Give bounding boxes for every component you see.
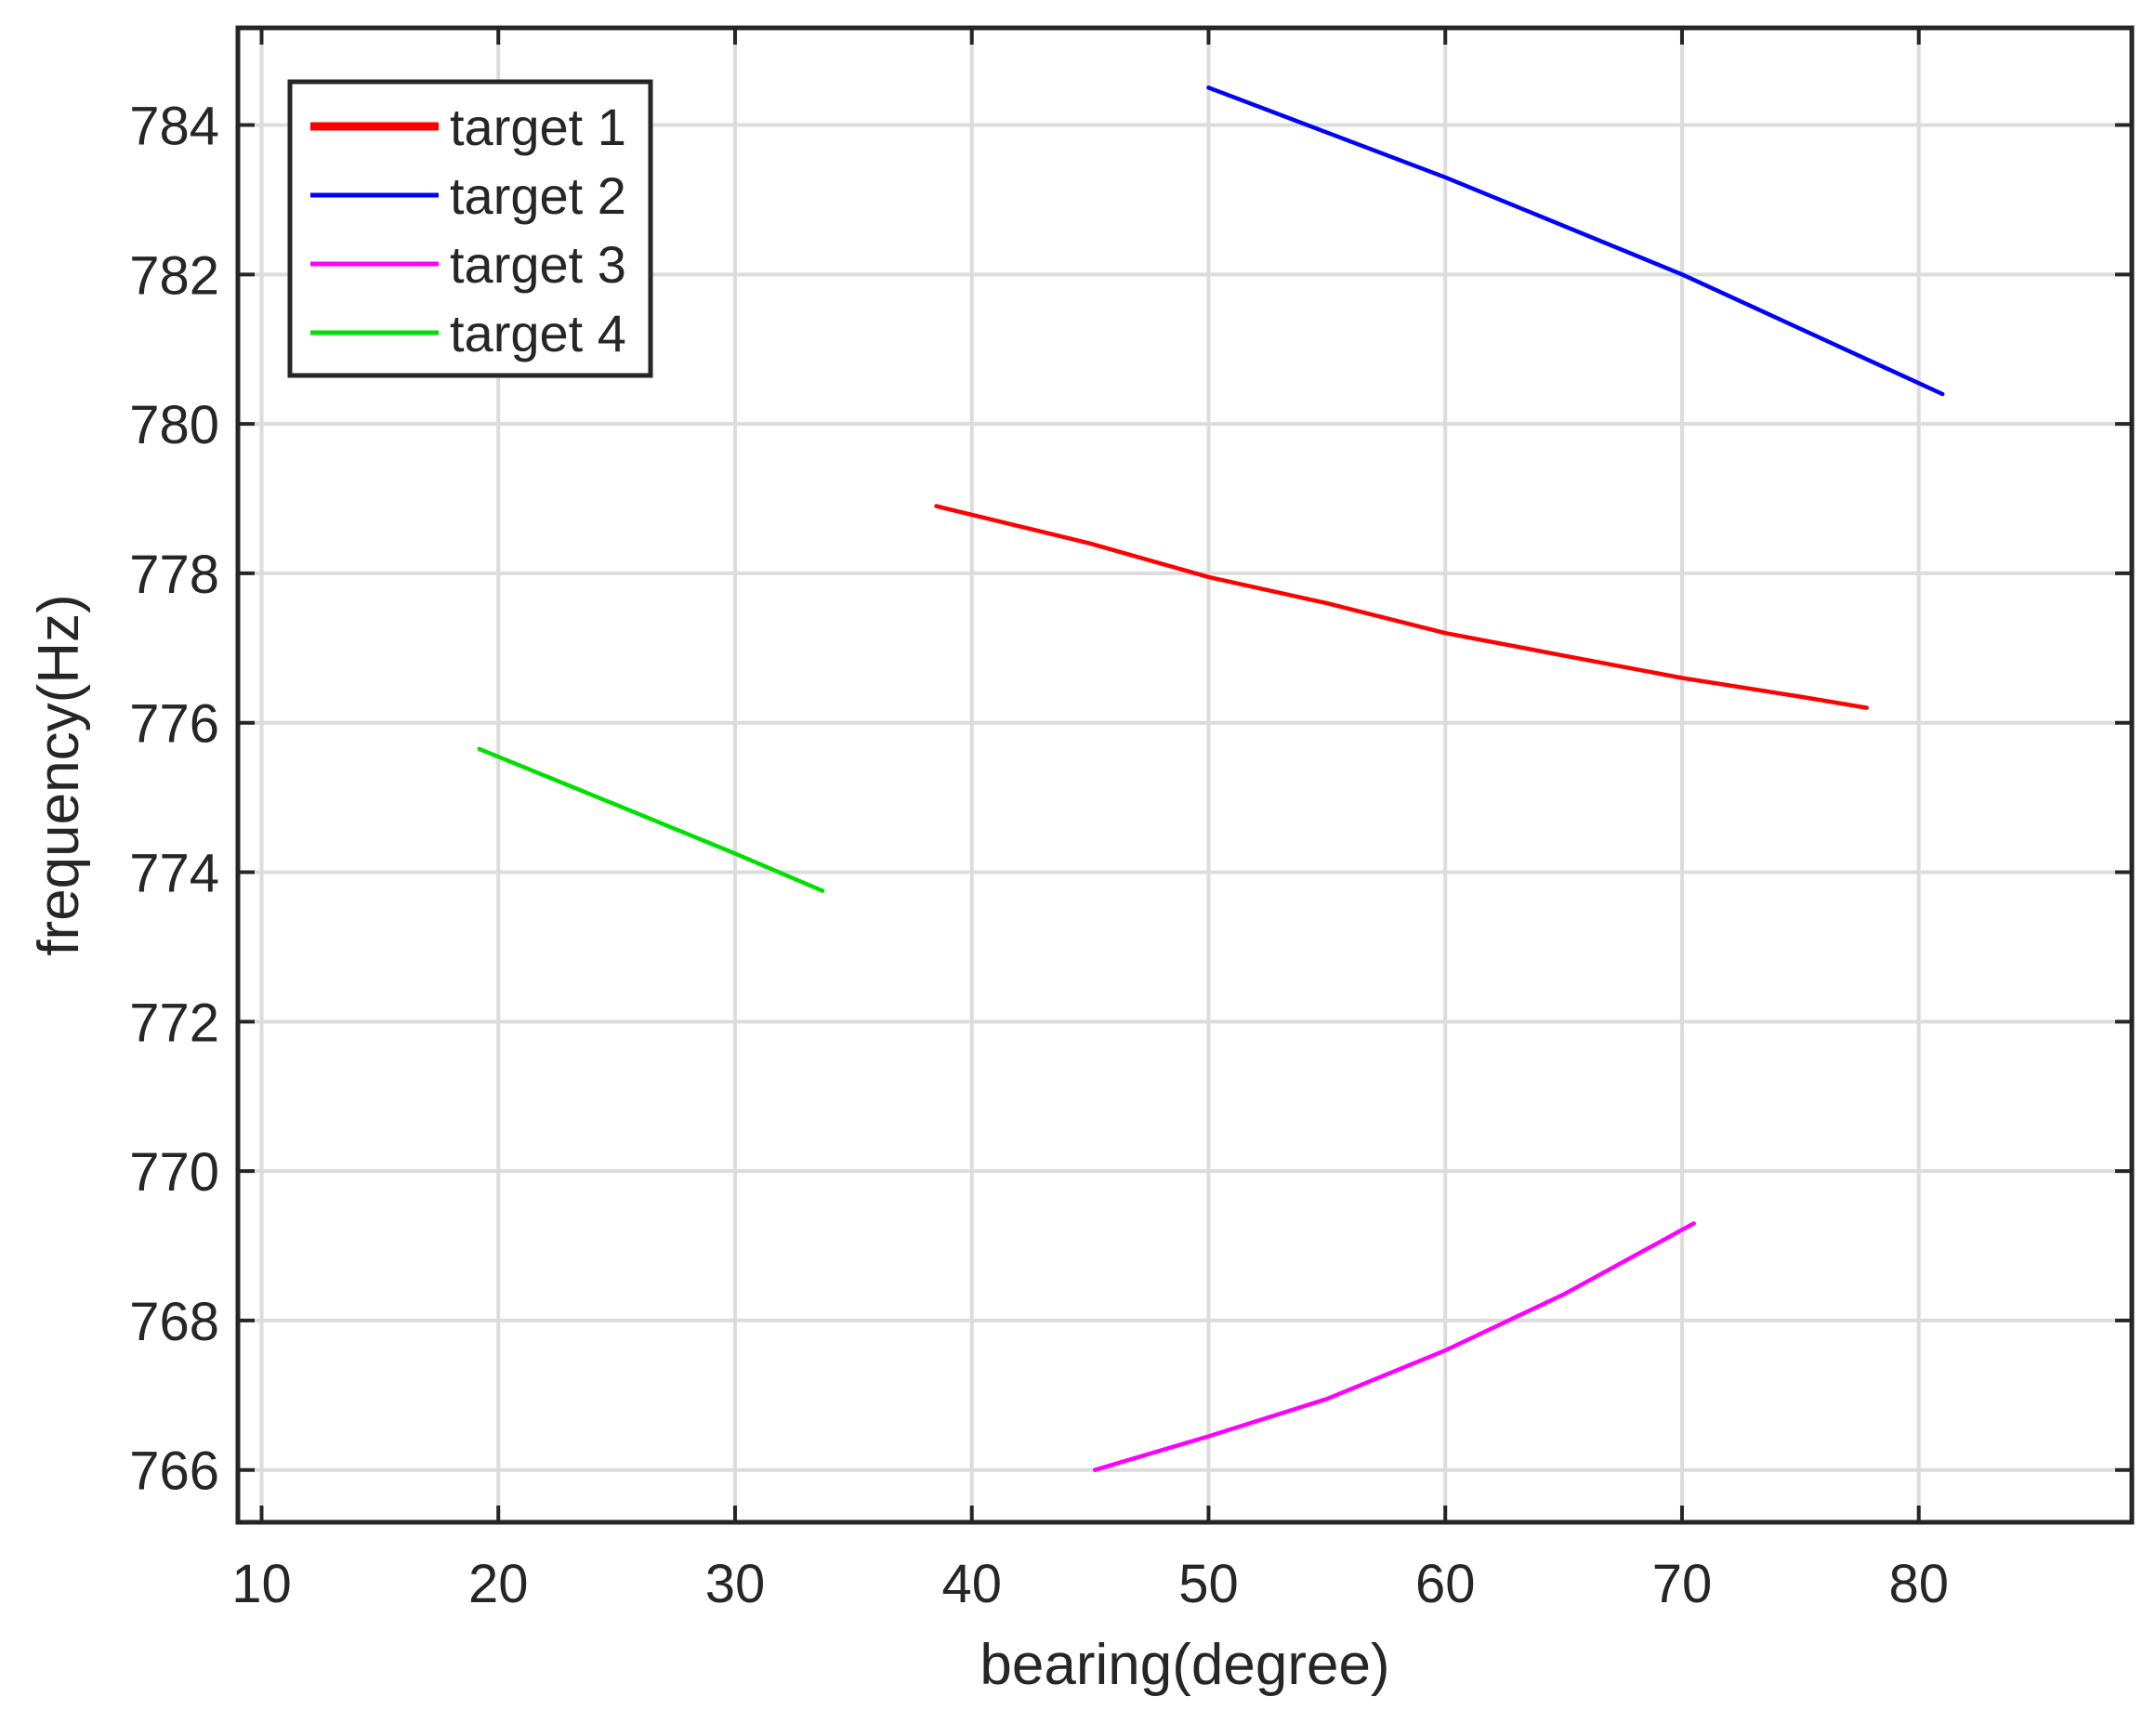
x-tick-label: 80 (1888, 1554, 1949, 1614)
x-tick-label: 10 (231, 1554, 292, 1614)
legend-box (287, 79, 653, 378)
x-axis-label: bearing(degree) (979, 1633, 1389, 1697)
x-tick-label: 40 (941, 1554, 1002, 1614)
series-line-target-4 (477, 746, 825, 893)
series-line-target-2 (1206, 86, 1945, 397)
series-line-target-3 (1092, 1221, 1696, 1472)
x-tick-label: 50 (1178, 1554, 1239, 1614)
y-tick-label: 772 (129, 993, 219, 1053)
legend-label: target 4 (450, 304, 626, 362)
legend: target 1 target 2 target 3 target 4 (287, 79, 653, 378)
y-axis-label: frequency(Hz) (27, 594, 91, 955)
legend-label: target 3 (450, 235, 626, 294)
x-tick-label: 30 (705, 1554, 766, 1614)
y-tick-label: 776 (129, 694, 219, 755)
legend-label: target 1 (450, 98, 626, 156)
x-tick-label: 70 (1652, 1554, 1713, 1614)
y-tick-label: 784 (129, 97, 219, 157)
grid (238, 28, 2132, 1522)
y-tick-label: 780 (129, 395, 219, 455)
series-line-target-1 (934, 504, 1869, 710)
y-tick-label: 778 (129, 545, 219, 605)
ticks: 10 20 30 40 50 60 70 80 766 768 770 772 774 776 778 780… (129, 28, 2132, 1614)
y-tick-label: 774 (129, 844, 219, 904)
series-layer (477, 86, 1945, 1472)
y-tick-label: 768 (129, 1292, 219, 1352)
legend-label: target 2 (450, 166, 626, 225)
y-tick-label: 770 (129, 1142, 219, 1203)
x-tick-label: 60 (1415, 1554, 1476, 1614)
x-tick-label: 20 (468, 1554, 529, 1614)
y-tick-label: 782 (129, 245, 219, 306)
plot-frame (235, 25, 2135, 1525)
y-tick-label: 766 (129, 1441, 219, 1502)
